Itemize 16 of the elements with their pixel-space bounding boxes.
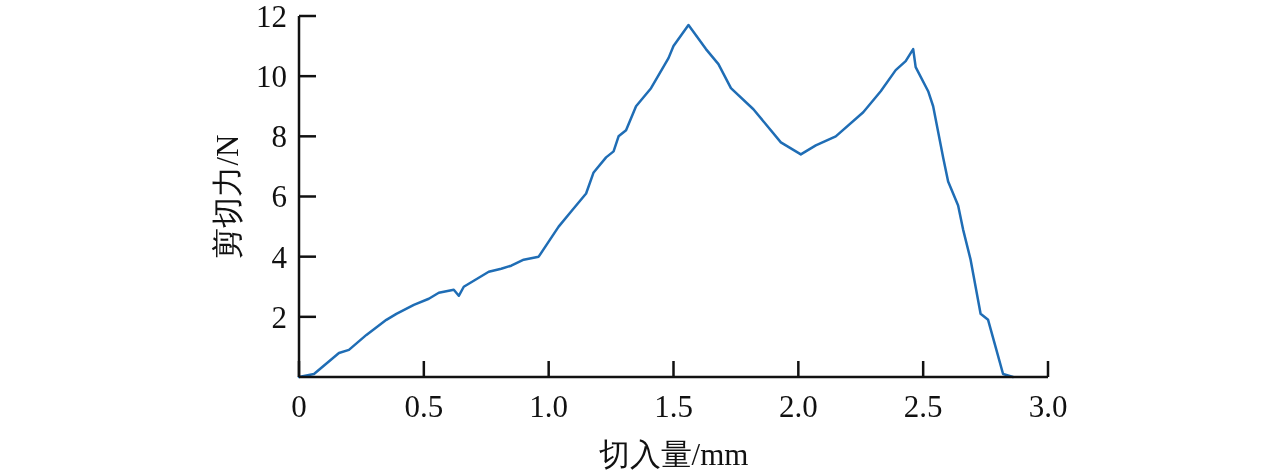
x-tick-label: 2.5 [903, 389, 943, 424]
y-tick-label: 12 [256, 0, 287, 34]
x-axis-title: 切入量/mm [598, 437, 749, 472]
y-tick-label: 4 [271, 239, 288, 275]
y-tick-label: 2 [271, 299, 287, 335]
x-tick-label: 2.0 [778, 389, 818, 424]
y-axis-title: 剪切力/N [210, 134, 245, 259]
x-tick-label: 0 [291, 389, 307, 424]
x-tick-label: 1.5 [654, 389, 693, 424]
line-series [297, 23, 1015, 379]
x-tick-label: 1.0 [529, 389, 569, 424]
x-tick-label: 0.5 [404, 389, 444, 424]
x-tick-label: 3.0 [1028, 389, 1068, 424]
y-tick-label: 10 [256, 59, 287, 95]
y-tick-label: 8 [271, 119, 287, 155]
y-tick-label: 6 [271, 179, 287, 215]
